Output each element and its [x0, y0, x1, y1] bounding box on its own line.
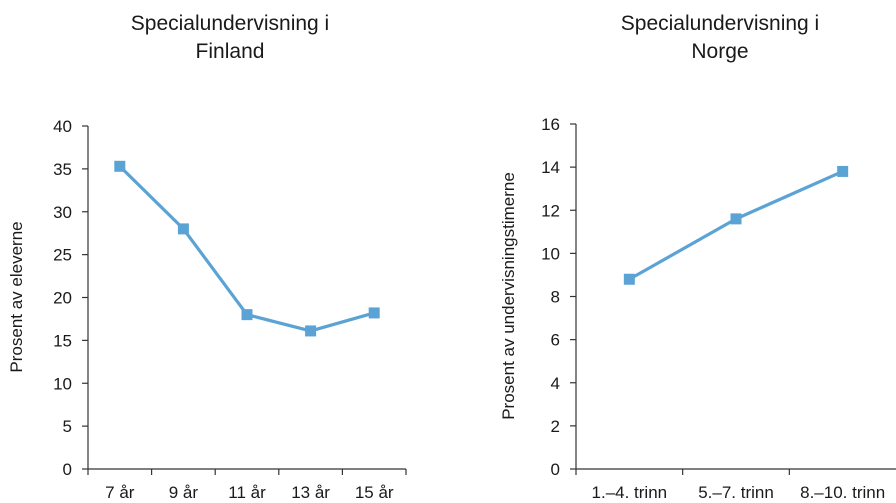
chart-finland-y-tick-label: 35	[53, 160, 72, 179]
chart-finland-title-line1: Specialundervisning i	[131, 12, 329, 35]
chart-norge-data-point	[730, 213, 742, 225]
chart-norge-y-tick-label: 12	[541, 201, 560, 220]
chart-finland-x-tick-label: 9 år	[169, 483, 199, 502]
chart-finland-series-line	[118, 165, 375, 333]
chart-finland-y-tick-label: 15	[53, 331, 72, 350]
chart-finland-y-axis-label: Prosent av eleverne	[7, 221, 26, 372]
chart-norge-y-tick-label: 14	[541, 158, 560, 177]
chart-finland-x-tick-label: 15 år	[355, 483, 394, 502]
chart-finland-y-tick-label: 5	[63, 417, 72, 436]
chart-norge-y-tick-label: 4	[551, 374, 560, 393]
chart-norge-y-tick-label: 16	[541, 115, 560, 134]
chart-norge-x-tick-label: 1.–4. trinn	[592, 483, 668, 502]
chart-norge-y-tick-label: 6	[551, 331, 560, 350]
chart-norge-y-tick-label: 8	[551, 288, 560, 307]
chart-finland-y-tick-label: 0	[63, 460, 72, 479]
chart-finland-y-tick-label: 40	[53, 117, 72, 136]
chart-finland-y-tick-label: 10	[53, 374, 72, 393]
chart-finland-x-tick-label: 13 år	[291, 483, 330, 502]
chart-norge-data-point	[837, 165, 849, 177]
chart-finland-title-line2: Finland	[196, 40, 265, 63]
chart-finland-data-point	[305, 325, 317, 337]
chart-finland-y-tick-label: 20	[53, 289, 72, 308]
chart-finland-data-point	[114, 160, 126, 172]
chart-finland-y-tick-label: 25	[53, 246, 72, 265]
chart-norge-title-line2: Norge	[691, 40, 748, 63]
chart-norge-y-tick-label: 10	[541, 244, 560, 263]
chart-norge: Specialundervisning i Norge Prosent av u…	[499, 12, 896, 502]
chart-finland: Specialundervisning i Finland Prosent av…	[7, 12, 407, 502]
chart-finland-x-tick-label: 7 år	[105, 483, 135, 502]
chart-norge-y-axis-label: Prosent av undervisningstimerne	[499, 172, 518, 420]
chart-norge-series-line	[628, 169, 844, 281]
chart-norge-y-tick-label: 0	[551, 460, 560, 479]
chart-norge-x-tick-label: 5.–7. trinn	[698, 483, 774, 502]
chart-finland-data-point	[177, 223, 189, 235]
chart-norge-y-tick-label: 2	[551, 417, 560, 436]
chart-finland-x-tick-label: 11 år	[228, 483, 266, 502]
chart-finland-data-point	[368, 307, 380, 319]
chart-norge-x-tick-label: 8.–10. trinn	[800, 483, 885, 502]
chart-finland-y-tick-label: 30	[53, 203, 72, 222]
chart-norge-data-point	[623, 273, 635, 285]
chart-norge-title-line1: Specialundervisning i	[621, 12, 819, 35]
chart-finland-data-point	[241, 309, 253, 321]
